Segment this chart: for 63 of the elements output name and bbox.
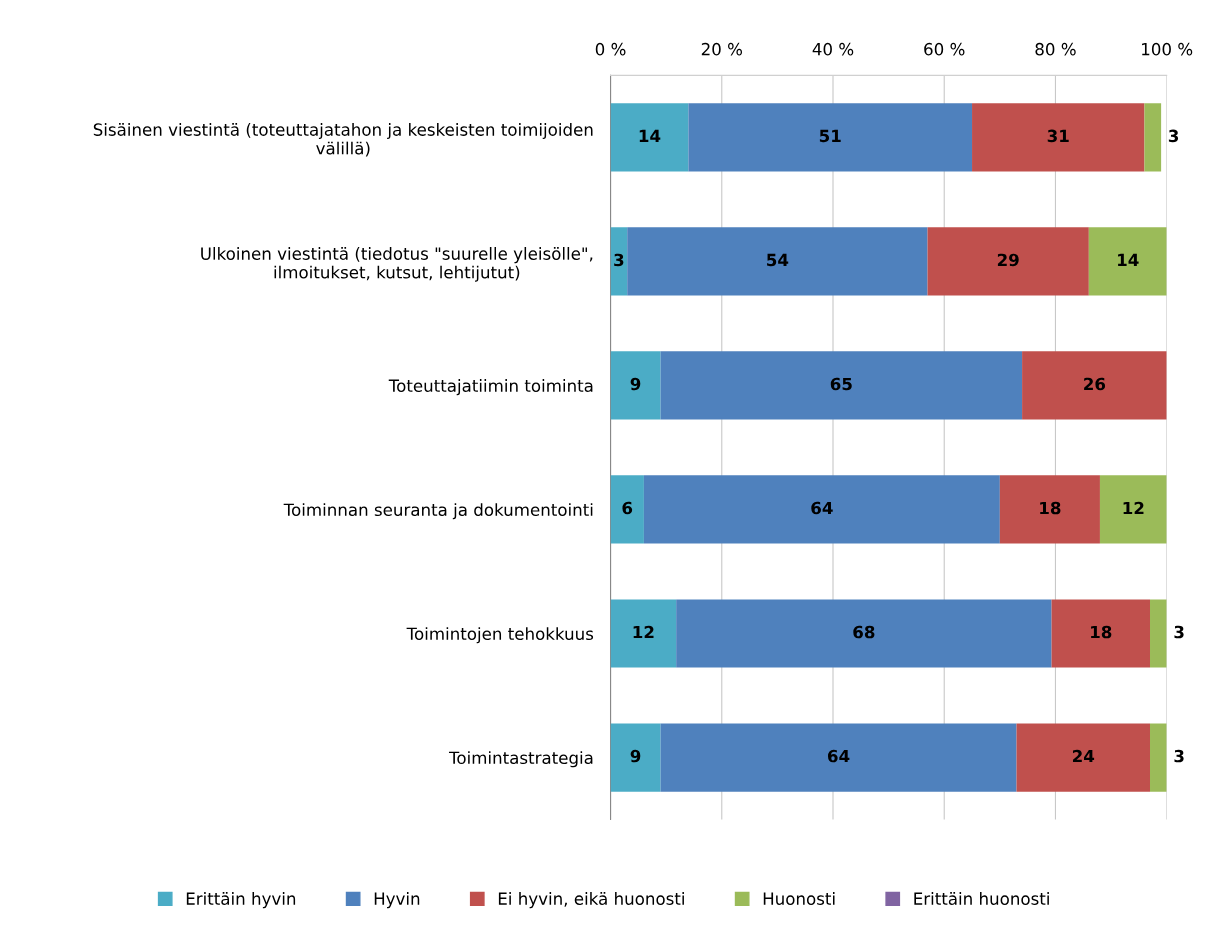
data-label: 14 (1118, 253, 1139, 266)
legend-label: Hyvin (374, 892, 420, 909)
data-label: 12 (1123, 501, 1144, 515)
data-label: 12 (633, 625, 654, 639)
data-label: 18 (1091, 625, 1112, 639)
data-label: 3 (1174, 749, 1184, 763)
legend-label: Erittäin hyvin (186, 892, 296, 909)
y-tick-label: Toteuttajatiimin toiminta (388, 379, 593, 396)
bar (610, 103, 689, 172)
data-label: 26 (1084, 377, 1106, 391)
bar (660, 723, 1017, 792)
bar (627, 227, 928, 296)
data-label: 54 (767, 253, 789, 267)
bar (676, 599, 1052, 668)
bar (610, 599, 677, 668)
data-label: 64 (811, 501, 833, 515)
data-label: 3 (1168, 129, 1179, 143)
data-label: 65 (830, 377, 852, 391)
bar (999, 475, 1100, 544)
x-tick-label: 80 % (1035, 42, 1076, 56)
bar (972, 103, 1145, 172)
data-label: 31 (1047, 129, 1069, 143)
bar (1150, 599, 1167, 668)
data-label: 64 (828, 749, 850, 763)
x-tick-label: 20 % (701, 42, 743, 56)
data-label: 9 (630, 377, 641, 391)
data-label: 18 (1040, 501, 1061, 515)
bar (1022, 351, 1167, 420)
data-label: 6 (622, 501, 633, 515)
x-tick-label: 0 % (595, 42, 626, 56)
y-tick-label: Ulkoinen viestintä (tiedotus "suurelle yleisölle", ilmoitukset, kutsut, lehtijutut) (201, 247, 593, 282)
legend-label: Erittäin huonosti (914, 892, 1049, 905)
data-label: 68 (853, 625, 875, 639)
y-tick-label: Toimintastrategia (448, 751, 593, 768)
bar (1150, 723, 1167, 792)
y-tick-label: Sisäinen viestintä (toteuttajatahon ja keskeisten toimijoiden välillä) (93, 122, 593, 157)
data-label: 3 (614, 253, 624, 267)
data-label: 29 (997, 253, 1019, 267)
legend-label: Ei hyvin, eikä huonosti (498, 892, 684, 909)
bar (1051, 599, 1150, 668)
data-label: 24 (1072, 749, 1095, 763)
bar (660, 351, 1023, 420)
bar (643, 475, 1000, 544)
data-label: 3 (1174, 625, 1184, 639)
x-tick-label: 60 % (924, 42, 965, 56)
bar (1088, 227, 1167, 296)
x-tick-label: 100 % (1142, 42, 1193, 56)
x-tick-label: 40 % (812, 42, 854, 56)
legend-label: Huonosti (763, 892, 835, 905)
bar (1099, 475, 1167, 544)
data-label: 14 (639, 129, 661, 142)
y-tick-label: Toimintojen tehokkuus (406, 627, 594, 644)
bar (1016, 723, 1150, 792)
data-label: 9 (630, 749, 641, 763)
bar (688, 103, 973, 172)
data-label: 51 (819, 129, 841, 143)
bar (927, 227, 1089, 296)
bar (610, 723, 661, 792)
y-tick-label: Toiminnan seuranta ja dokumentointi (283, 503, 593, 520)
bar (1144, 103, 1162, 172)
bar (610, 227, 628, 296)
bar (610, 475, 644, 544)
bar (610, 351, 661, 420)
